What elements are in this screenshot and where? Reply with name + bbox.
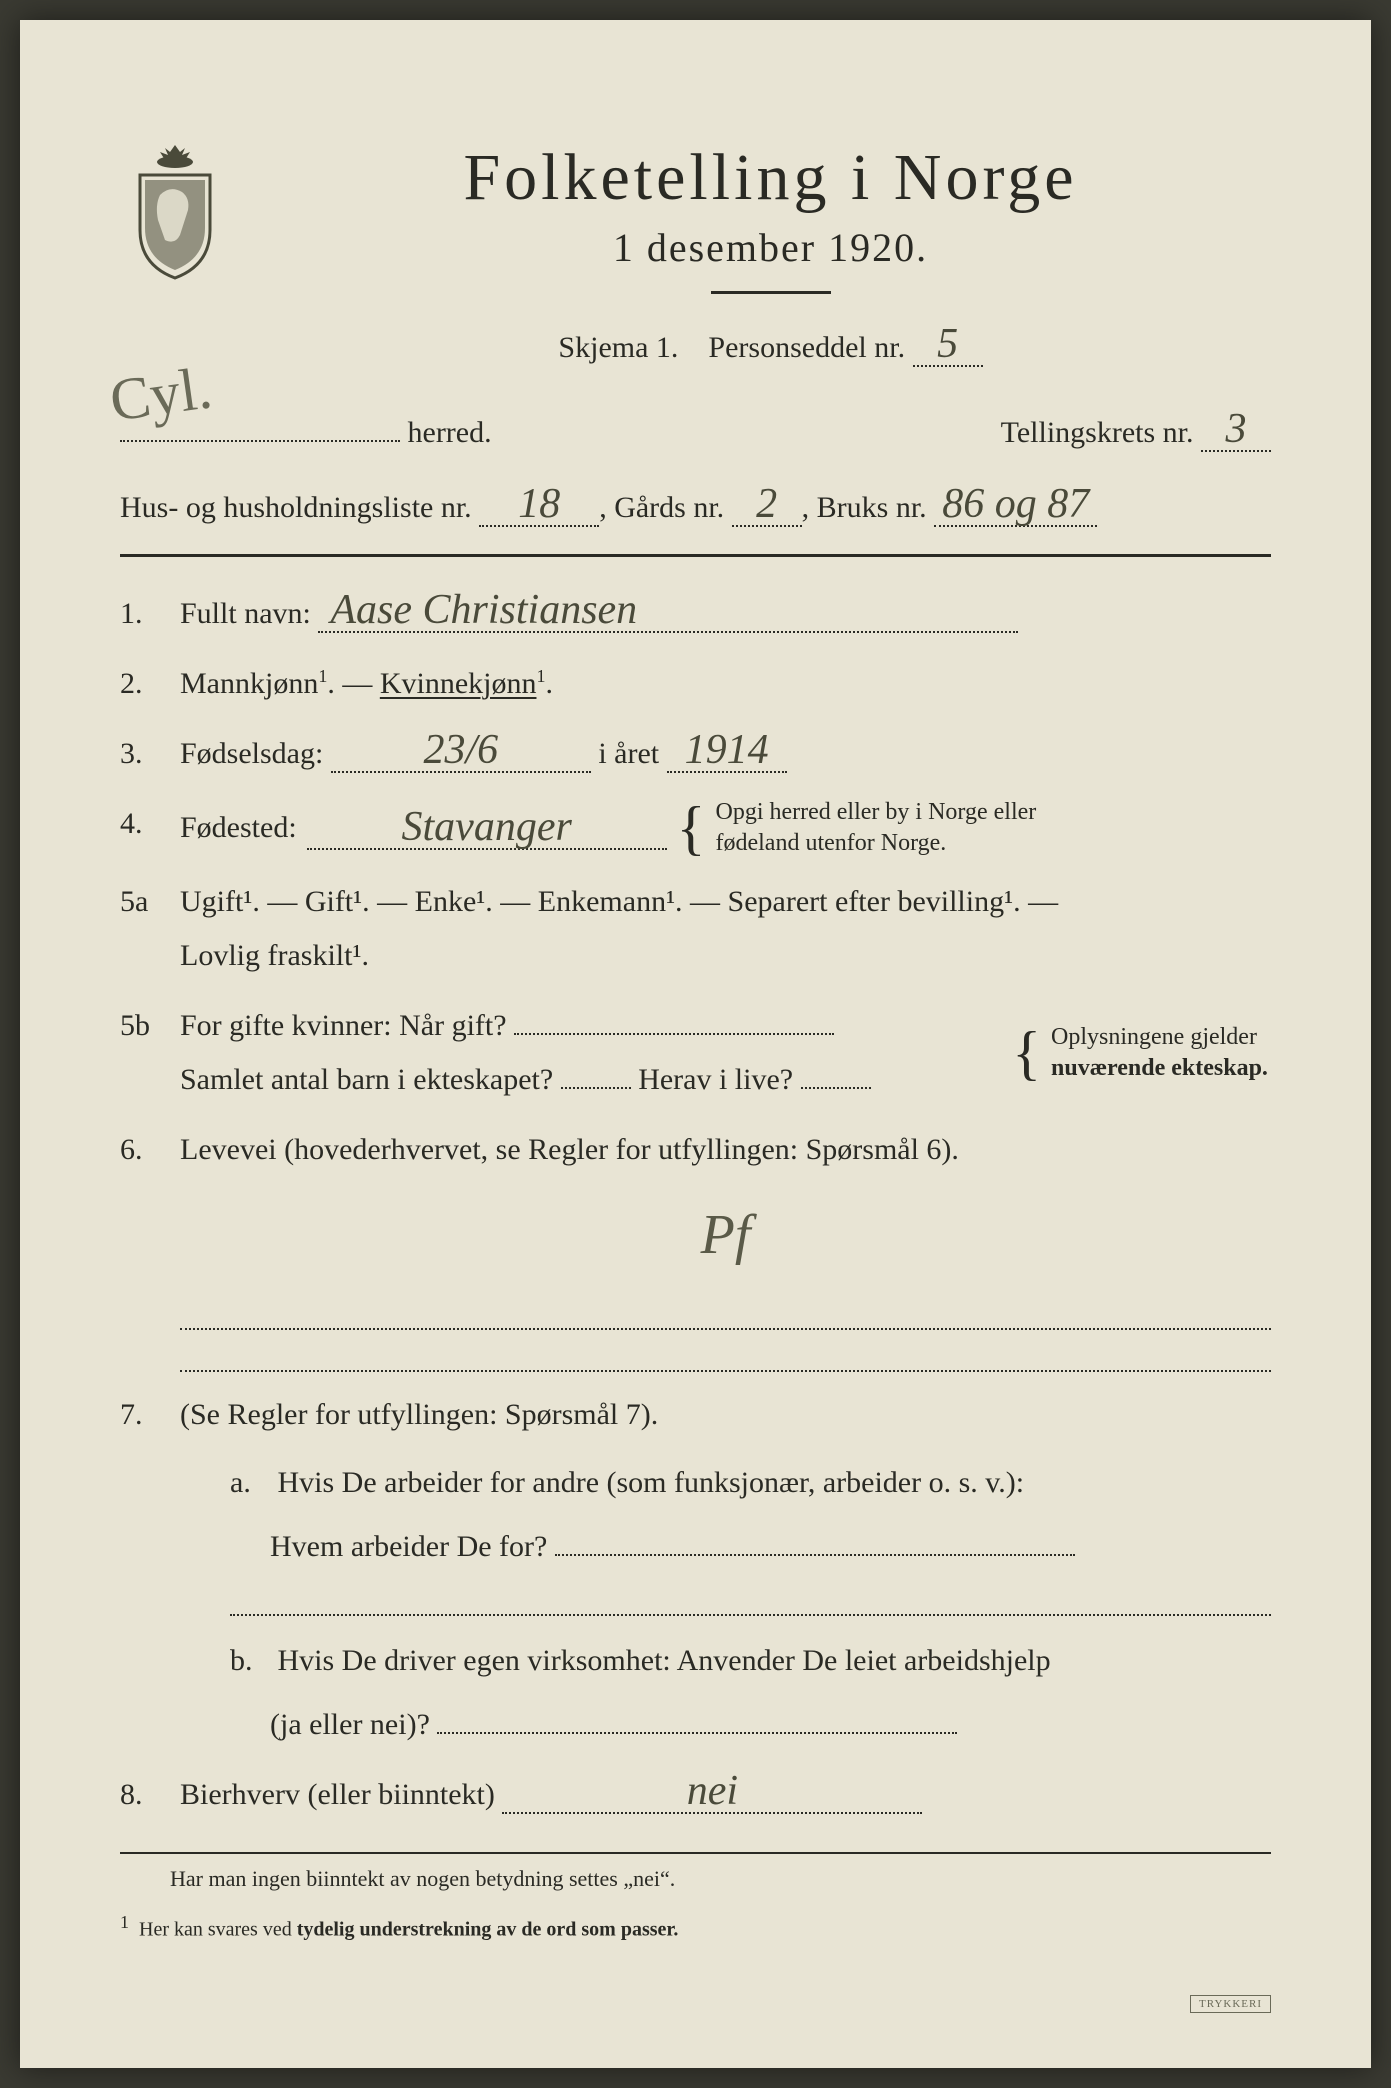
q4-num: 4. bbox=[120, 797, 180, 859]
q5b-line2b-value bbox=[801, 1087, 871, 1089]
q7a-text: Hvis De arbeider for andre (som funksjon… bbox=[278, 1466, 1025, 1499]
q7b-q: (ja eller nei)? bbox=[270, 1708, 430, 1741]
footnote-2: 1 Her kan svares ved tydelig understrekn… bbox=[120, 1912, 1271, 1942]
q4-note: Opgi herred eller by i Norge eller fødel… bbox=[715, 797, 1055, 859]
header: Folketelling i Norge 1 desember 1920. Sk… bbox=[120, 140, 1271, 394]
q5a-options: Ugift¹. — Gift¹. — Enke¹. — Enkemann¹. —… bbox=[180, 875, 1271, 929]
q5b-line2a-value bbox=[561, 1087, 631, 1089]
page-date: 1 desember 1920. bbox=[270, 224, 1271, 271]
q8-num: 8. bbox=[120, 1768, 180, 1822]
q7a-value bbox=[555, 1554, 1075, 1556]
q7-num: 7. bbox=[120, 1388, 180, 1752]
person-nr-value: 5 bbox=[913, 323, 983, 367]
question-3: 3. Fødselsdag: 23/6 i året 1914 bbox=[120, 727, 1271, 781]
q5b-line1-value bbox=[514, 1033, 834, 1035]
q3-label: Fødselsdag: bbox=[180, 737, 323, 770]
q3-num: 3. bbox=[120, 727, 180, 781]
q2-male: Mannkjønn bbox=[180, 667, 318, 700]
schema-label: Skjema 1. bbox=[558, 331, 678, 364]
q6-value: Pf bbox=[701, 1204, 751, 1266]
dotted-line bbox=[180, 1336, 1271, 1372]
coat-of-arms-icon bbox=[120, 140, 230, 280]
q7b-label: b. bbox=[230, 1634, 270, 1688]
q7a-label: a. bbox=[230, 1456, 270, 1510]
printer-stamp: TRYKKERI bbox=[1190, 1995, 1271, 2013]
q2-num: 2. bbox=[120, 657, 180, 711]
q3-year: 1914 bbox=[667, 729, 787, 773]
q5b-num: 5b bbox=[120, 999, 180, 1107]
gards-value: 2 bbox=[732, 483, 802, 527]
herred-label: herred. bbox=[408, 416, 492, 449]
margin-handwriting: Cyl. bbox=[106, 353, 216, 435]
tellingskrets-label: Tellingskrets nr. bbox=[1001, 416, 1194, 449]
q5b-line1-label: For gifte kvinner: Når gift? bbox=[180, 1009, 507, 1042]
brace-icon: { bbox=[677, 798, 706, 858]
meta-row-2: Hus- og husholdningsliste nr. 18, Gårds … bbox=[120, 479, 1271, 536]
q3-year-label: i året bbox=[598, 737, 659, 770]
q1-label: Fullt navn: bbox=[180, 597, 311, 630]
question-4: 4. Fødested: Stavanger { Opgi herred ell… bbox=[120, 797, 1271, 859]
person-label: Personseddel nr. bbox=[708, 331, 905, 364]
q4-value: Stavanger bbox=[307, 806, 667, 850]
husliste-value: 18 bbox=[479, 483, 599, 527]
q5a-num: 5a bbox=[120, 875, 180, 983]
gards-label: Gårds nr. bbox=[614, 491, 724, 524]
question-6: 6. Levevei (hovederhvervet, se Regler fo… bbox=[120, 1123, 1271, 1372]
dotted-line bbox=[230, 1580, 1271, 1616]
q1-num: 1. bbox=[120, 587, 180, 641]
brace-icon: { bbox=[1012, 1023, 1041, 1083]
question-8: 8. Bierhverv (eller biinntekt) nei bbox=[120, 1768, 1271, 1822]
q3-day: 23/6 bbox=[331, 729, 591, 773]
title-divider bbox=[711, 291, 831, 294]
q7-label: (Se Regler for utfyllingen: Spørsmål 7). bbox=[180, 1388, 1271, 1442]
meta-row-1: herred. Tellingskrets nr. 3 bbox=[120, 404, 1271, 461]
question-2: 2. Mannkjønn1. — Kvinnekjønn1. bbox=[120, 657, 1271, 711]
husliste-label: Hus- og husholdningsliste nr. bbox=[120, 491, 472, 524]
bruks-value: 86 og 87 bbox=[934, 483, 1097, 527]
question-1: 1. Fullt navn: Aase Christiansen bbox=[120, 587, 1271, 641]
header-rule bbox=[120, 554, 1271, 557]
footnote-rule bbox=[120, 1852, 1271, 1854]
q7b-value bbox=[437, 1732, 957, 1734]
q5a-options2: Lovlig fraskilt¹. bbox=[180, 929, 1271, 983]
footnote-1: Har man ingen biinntekt av nogen betydni… bbox=[120, 1866, 1271, 1892]
q6-num: 6. bbox=[120, 1123, 180, 1372]
q7b-text: Hvis De driver egen virksomhet: Anvender… bbox=[278, 1644, 1051, 1677]
question-7: 7. (Se Regler for utfyllingen: Spørsmål … bbox=[120, 1388, 1271, 1752]
q6-label: Levevei (hovederhvervet, se Regler for u… bbox=[180, 1133, 959, 1166]
q2-female: Kvinnekjønn bbox=[380, 667, 537, 700]
footnote-2-num: 1 bbox=[120, 1912, 129, 1932]
q5b-note: Oplysningene gjelder nuværende ekteskap. bbox=[1051, 1022, 1271, 1084]
q7a-q: Hvem arbeider De for? bbox=[270, 1530, 547, 1563]
question-5b: 5b For gifte kvinner: Når gift? Samlet a… bbox=[120, 999, 1271, 1107]
q8-label: Bierhverv (eller biinntekt) bbox=[180, 1778, 495, 1811]
page-title: Folketelling i Norge bbox=[270, 140, 1271, 216]
q5b-line2b-label: Herav i live? bbox=[638, 1063, 793, 1096]
q8-value: nei bbox=[502, 1770, 922, 1814]
herred-value bbox=[120, 440, 400, 442]
q4-label: Fødested: bbox=[180, 801, 297, 855]
question-5a: 5a Ugift¹. — Gift¹. — Enke¹. — Enkemann¹… bbox=[120, 875, 1271, 983]
q5b-line2a-label: Samlet antal barn i ekteskapet? bbox=[180, 1063, 553, 1096]
q1-value: Aase Christiansen bbox=[318, 589, 1018, 633]
census-form-page: Cyl. Folketelling i Norge 1 desember 192… bbox=[20, 20, 1371, 2068]
bruks-label: Bruks nr. bbox=[817, 491, 927, 524]
tellingskrets-value: 3 bbox=[1201, 408, 1271, 452]
dotted-line bbox=[180, 1294, 1271, 1330]
